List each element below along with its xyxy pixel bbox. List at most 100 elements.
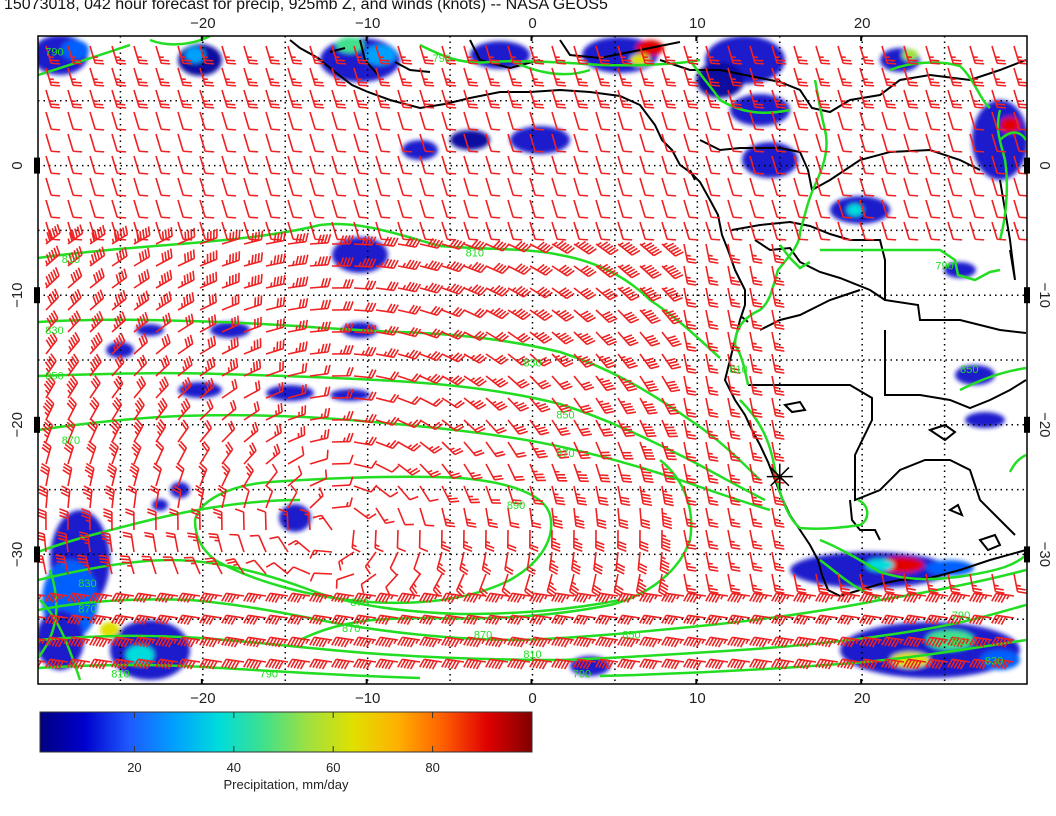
barb-staff — [661, 111, 668, 130]
wind-barb — [155, 155, 171, 175]
barb-half-flag — [620, 400, 626, 404]
barb-flag — [752, 257, 762, 261]
wind-barb — [155, 111, 171, 131]
wind-barb — [573, 155, 589, 175]
barb-flag — [381, 150, 391, 153]
barb-flag — [774, 279, 784, 283]
wind-barb — [441, 375, 466, 386]
wind-barb — [705, 133, 721, 153]
barb-half-flag — [67, 238, 71, 244]
barb-flag — [76, 554, 86, 558]
barb-staff — [507, 111, 514, 130]
wind-barb — [727, 529, 741, 550]
barb-half-flag — [380, 262, 384, 267]
wind-barb — [815, 45, 831, 65]
barb-half-flag — [730, 474, 735, 477]
barb-flag — [601, 194, 611, 197]
barb-flag — [471, 473, 481, 478]
barb-staff — [881, 177, 888, 196]
barb-flag — [163, 273, 167, 283]
barb-flag — [500, 358, 509, 365]
barb-flag — [626, 245, 636, 252]
barb-half-flag — [107, 519, 113, 523]
barb-flag — [205, 84, 215, 87]
barb-flag — [673, 296, 683, 302]
barb-flag — [577, 502, 587, 506]
wind-barb — [529, 309, 553, 322]
wind-barb — [84, 462, 95, 487]
barb-staff — [111, 199, 118, 218]
barb-flag — [108, 462, 117, 470]
wind-barb — [243, 401, 260, 421]
barb-flag — [86, 446, 95, 454]
barb-flag — [232, 359, 236, 369]
barb-flag — [708, 301, 718, 305]
wind-barb — [67, 224, 84, 245]
barb-flag — [535, 238, 545, 241]
barb-flag — [38, 491, 48, 498]
barb-flag — [622, 103, 632, 106]
wind-barb — [175, 462, 185, 487]
barb-half-flag — [774, 430, 779, 433]
barb-flag — [667, 238, 677, 241]
wind-barb — [66, 396, 77, 421]
barb-flag — [271, 84, 281, 87]
barb-flag — [865, 216, 875, 219]
barb-flag — [775, 282, 785, 286]
wind-barb — [925, 221, 941, 241]
wind-barb — [45, 89, 61, 109]
wind-barb — [529, 441, 548, 459]
barb-flag — [603, 407, 613, 412]
barb-staff — [485, 177, 492, 196]
wind-barb — [57, 531, 69, 553]
barb-flag — [520, 266, 529, 274]
barb-flag — [67, 380, 75, 389]
barb-flag — [176, 462, 185, 470]
barb-flag — [666, 480, 676, 484]
barb-half-flag — [662, 264, 668, 268]
barb-flag — [731, 282, 741, 286]
barb-flag — [579, 62, 589, 65]
barb-flag — [458, 286, 466, 295]
wind-barb — [309, 177, 325, 197]
barb-flag — [557, 194, 567, 197]
barb-staff — [793, 133, 800, 152]
barb-flag — [205, 381, 210, 391]
barb-flag — [557, 84, 567, 87]
barb-flag — [337, 172, 347, 175]
barb-flag — [48, 230, 54, 240]
wind-barb — [221, 294, 240, 311]
barb-flag — [211, 294, 215, 304]
wind-barb — [40, 462, 51, 487]
barb-staff — [45, 177, 52, 196]
barb-flag — [930, 59, 940, 62]
barb-flag — [92, 396, 100, 405]
barb-flag — [686, 543, 696, 547]
barb-flag — [708, 521, 718, 525]
barb-flag — [139, 106, 149, 109]
barb-flag — [349, 279, 354, 289]
barb-flag — [108, 446, 117, 454]
barb-half-flag — [730, 496, 735, 499]
barb-flag — [584, 409, 594, 414]
wind-barb — [617, 199, 633, 219]
barb-flag — [73, 194, 83, 197]
barb-flag — [709, 260, 719, 264]
barb-flag — [160, 103, 170, 106]
barb-flag — [364, 236, 370, 245]
wind-barb — [89, 133, 105, 153]
barb-half-flag — [511, 286, 517, 292]
barb-flag — [542, 244, 551, 252]
barb-staff — [837, 221, 844, 240]
wind-barb — [573, 67, 589, 87]
wind-barb — [287, 254, 309, 267]
wind-barb — [573, 507, 585, 529]
barb-flag — [161, 253, 165, 263]
precip-blob — [696, 62, 744, 98]
wind-barb — [617, 264, 640, 279]
wind-barb — [375, 393, 400, 404]
wind-barb — [639, 199, 655, 219]
barb-flag — [452, 447, 462, 454]
barb-flag — [152, 465, 161, 473]
barb-flag — [522, 313, 531, 321]
